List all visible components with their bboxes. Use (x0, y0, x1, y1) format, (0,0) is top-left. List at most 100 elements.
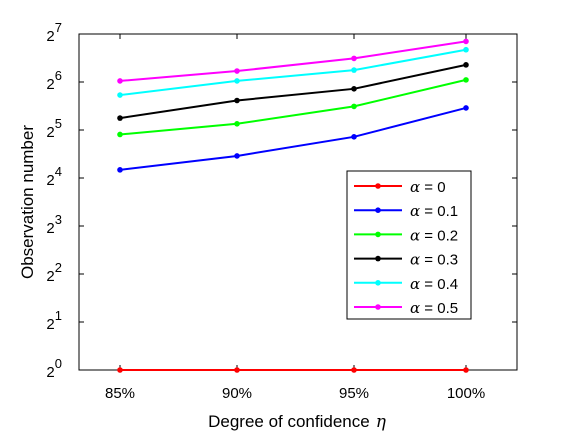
series-line (119, 106, 467, 171)
y-tick-label: 26 (46, 68, 62, 93)
series-2 (117, 77, 469, 138)
legend-value: = 0.2 (420, 227, 458, 244)
legend-entry: α = 0.3 (354, 251, 458, 269)
legend-label: α = 0 (410, 178, 446, 196)
legend-symbol: α (410, 202, 420, 220)
data-point (117, 131, 123, 138)
data-point (463, 105, 469, 111)
legend-box (346, 170, 472, 320)
data-point (234, 153, 240, 159)
x-tick-label: 85% (105, 385, 135, 402)
data-point (463, 38, 469, 45)
series-line (119, 48, 467, 97)
legend: α = 0α = 0.1α = 0.2α = 0.3α = 0.4α = 0.5 (346, 170, 472, 320)
legend-marker (375, 231, 381, 238)
series-layer (117, 38, 469, 373)
legend-label: α = 0.4 (410, 275, 458, 293)
legend-marker (375, 255, 381, 262)
legend-marker (375, 304, 381, 310)
legend-symbol: α (410, 299, 420, 317)
y-tick-exponent: 6 (55, 68, 62, 83)
series-line (119, 40, 467, 82)
x-tick-label: 90% (222, 385, 252, 402)
y-tick-exponent: 4 (55, 164, 62, 179)
legend-value: = 0.1 (420, 203, 458, 220)
data-point (117, 367, 123, 373)
data-point (463, 62, 469, 68)
x-axis-label: Degree of confidence η (208, 412, 387, 432)
series-line (119, 78, 467, 136)
data-point (234, 78, 240, 84)
y-tick-label: 23 (46, 212, 62, 237)
y-tick-base: 2 (46, 76, 54, 93)
legend-marker (375, 207, 381, 213)
data-point (351, 55, 357, 62)
y-tick-base: 2 (46, 268, 54, 285)
x-axis-ticks: 85% 90% 95% 100% (105, 34, 485, 402)
series-1 (117, 105, 469, 173)
x-axis-label-text: Degree of confidence (208, 412, 370, 431)
y-tick-base: 2 (46, 28, 54, 45)
legend-value: = 0.5 (420, 300, 458, 317)
y-tick-exponent: 5 (55, 116, 62, 131)
y-tick-exponent: 1 (55, 308, 62, 323)
legend-entry: α = 0.4 (354, 275, 458, 293)
data-point (351, 86, 357, 92)
legend-label: α = 0.2 (410, 226, 458, 244)
y-tick-label: 22 (46, 260, 62, 285)
series-4 (117, 46, 469, 98)
y-tick-label: 21 (46, 308, 62, 333)
legend-marker (375, 280, 381, 286)
data-point (351, 134, 357, 140)
data-point (463, 46, 469, 53)
y-tick-label: 27 (46, 20, 62, 45)
legend-value: = 0.4 (420, 276, 458, 293)
legend-entry: α = 0.2 (354, 226, 458, 244)
legend-marker (375, 183, 381, 189)
data-point (463, 367, 469, 373)
x-axis-label-symbol: η (376, 412, 387, 432)
data-point (351, 67, 357, 73)
data-point (463, 77, 469, 83)
y-tick-base: 2 (46, 316, 54, 333)
legend-symbol: α (410, 226, 420, 244)
y-tick-exponent: 3 (55, 212, 62, 227)
y-tick-exponent: 2 (55, 260, 62, 275)
data-point (117, 115, 123, 121)
legend-symbol: α (410, 275, 420, 293)
data-point (117, 92, 123, 98)
y-tick-base: 2 (46, 364, 54, 381)
legend-symbol: α (410, 178, 420, 196)
legend-symbol: α (410, 251, 420, 269)
series-5 (117, 38, 469, 84)
legend-label: α = 0.5 (410, 299, 458, 317)
series-3 (117, 62, 469, 121)
legend-entry: α = 0 (354, 178, 446, 196)
legend-label: α = 0.3 (410, 251, 458, 269)
y-tick-base: 2 (46, 124, 54, 141)
legend-entry: α = 0.5 (354, 299, 458, 317)
y-tick-exponent: 7 (55, 20, 62, 35)
data-point (234, 120, 240, 127)
y-tick-label: 20 (46, 356, 62, 381)
series-0 (117, 367, 469, 373)
legend-label: α = 0.1 (410, 202, 458, 220)
series-line (119, 63, 467, 120)
data-point (351, 367, 357, 373)
data-point (234, 68, 240, 74)
x-tick-label: 100% (447, 385, 485, 402)
y-tick-exponent: 0 (55, 356, 62, 371)
x-tick-label: 95% (339, 385, 369, 402)
y-axis-label: Observation number (18, 125, 37, 279)
legend-entry: α = 0.1 (354, 202, 458, 220)
data-point (234, 97, 240, 104)
y-tick-base: 2 (46, 172, 54, 189)
y-tick-label: 24 (46, 164, 62, 189)
data-point (234, 367, 240, 373)
legend-value: = 0 (420, 179, 445, 196)
data-point (351, 103, 357, 110)
legend-value: = 0.3 (420, 252, 458, 269)
data-point (117, 78, 123, 84)
